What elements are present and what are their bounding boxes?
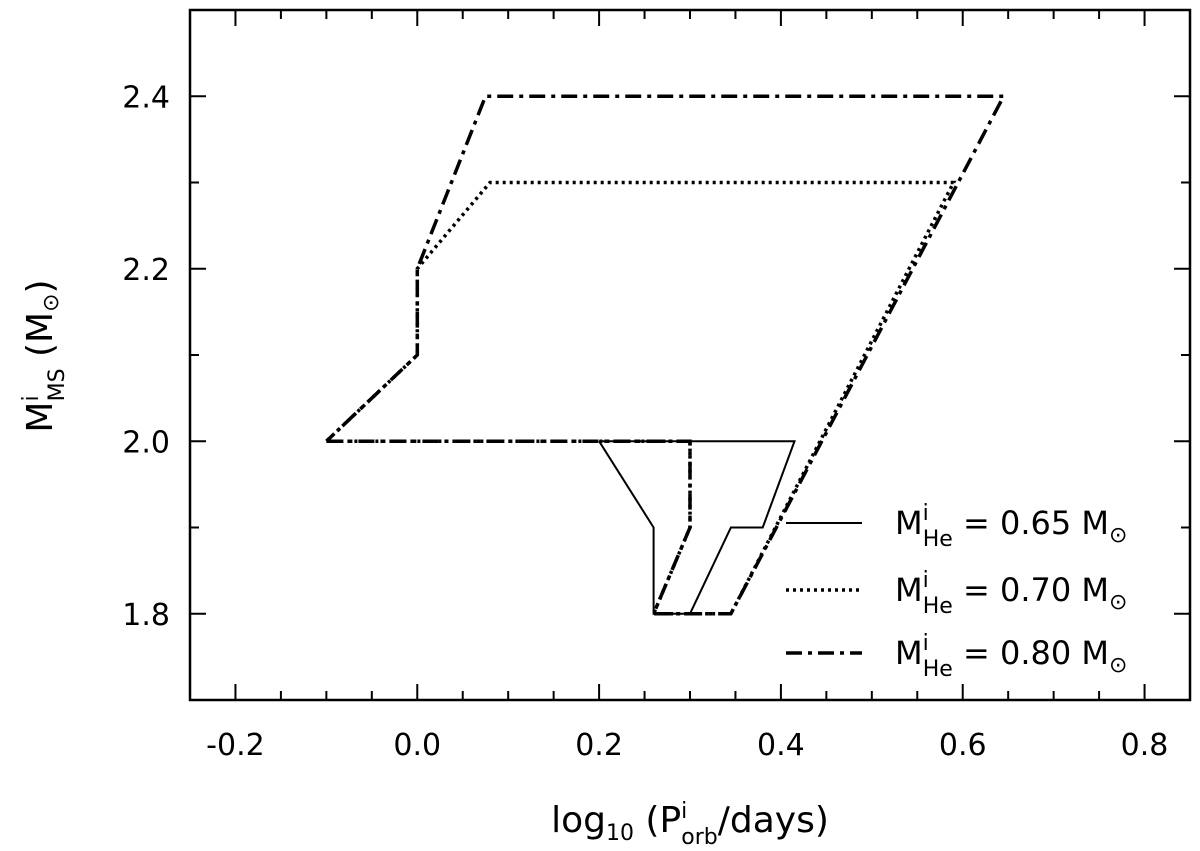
- legend-entry: Mi He = 0.70 M⊙: [895, 568, 1127, 619]
- x-axis-label-sub2: orb: [681, 825, 717, 850]
- legend-text-part: M: [895, 571, 923, 609]
- legend-text-part: M: [1071, 634, 1109, 672]
- x-axis-label-sub: 10: [606, 821, 634, 846]
- legend-text-part: ⊙: [1109, 653, 1127, 678]
- x-axis-label-base: log: [551, 800, 606, 841]
- legend-text-part: ⊙: [1109, 523, 1127, 548]
- x-axis-label: log10 (Pi orb/days): [551, 799, 829, 850]
- legend-text-part: M: [1071, 571, 1109, 609]
- legend-entry: Mi He = 0.80 M⊙: [895, 631, 1127, 682]
- legend-entry: Mi He = 0.65 M⊙: [895, 501, 1127, 552]
- series-line-solid: [598, 440, 796, 615]
- y-tick-label: 1.8: [122, 598, 170, 633]
- legend-text-part: He: [923, 527, 953, 552]
- legend-text-part: ⊙: [1109, 590, 1127, 615]
- y-axis-label-tail: (M: [20, 312, 61, 369]
- x-tick-label: -0.2: [206, 728, 265, 763]
- legend-text-part: i: [923, 631, 929, 656]
- y-axis-label-sup: i: [19, 395, 44, 401]
- legend-text-part: M: [895, 634, 923, 672]
- legend: Mi He = 0.65 M⊙Mi He = 0.70 M⊙Mi He = 0.80 …: [786, 501, 1127, 682]
- y-axis-label-base: M: [20, 402, 61, 433]
- plot-frame: [188, 8, 1192, 702]
- y-tick-label: 2.4: [122, 80, 170, 115]
- x-tick-label: 0.4: [757, 728, 805, 763]
- y-axis-label: MiMS (M⊙): [19, 279, 70, 432]
- legend-text-part: =: [953, 634, 1000, 672]
- y-axis-label-close: ): [20, 279, 61, 293]
- series-line-dotted: [325, 180, 957, 616]
- series-lines: [325, 94, 1007, 616]
- legend-text-part: 0.65: [1000, 504, 1071, 542]
- legend-text-part: M: [895, 504, 923, 542]
- legend-text-part: =: [953, 571, 1000, 609]
- legend-text-part: i: [923, 501, 929, 526]
- x-axis-label-tail: /days): [718, 800, 829, 841]
- series-line-dashdot: [325, 94, 1007, 616]
- y-tick-label: 2.0: [122, 425, 170, 460]
- legend-text-part: He: [923, 657, 953, 682]
- x-axis-label-sup: i: [681, 799, 687, 824]
- x-tick-label: 0.2: [575, 728, 623, 763]
- legend-text-part: 0.80: [1000, 634, 1071, 672]
- legend-text-part: =: [953, 504, 1000, 542]
- y-axis-label-sub: MS: [45, 368, 70, 401]
- x-axis-label-mid: (P: [634, 800, 681, 841]
- legend-text-part: He: [923, 594, 953, 619]
- axis-ticks: -0.2 0.0 0.2 0.4 0.6 0.8 1.8 2.0 2.2 2.4: [122, 9, 1191, 763]
- legend-text-part: 0.70: [1000, 571, 1071, 609]
- legend-text-part: i: [923, 568, 929, 593]
- x-tick-label: 0.0: [393, 728, 441, 763]
- y-axis-label-sun: ⊙: [39, 293, 64, 311]
- x-tick-label: 0.8: [1121, 728, 1169, 763]
- x-tick-label: 0.6: [939, 728, 987, 763]
- y-tick-label: 2.2: [122, 253, 170, 288]
- legend-text-part: M: [1071, 504, 1109, 542]
